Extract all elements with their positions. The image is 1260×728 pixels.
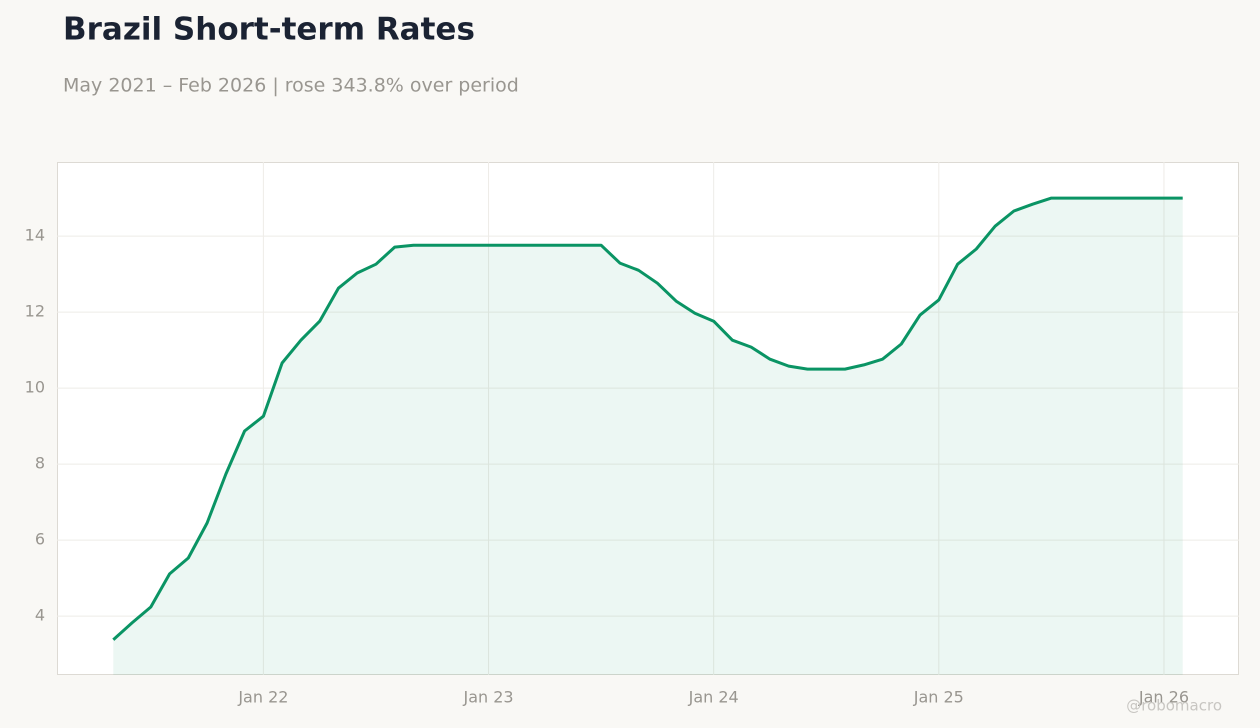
x-tick-label: Jan 23 bbox=[462, 688, 513, 707]
y-tick-label: 14 bbox=[25, 226, 45, 245]
x-tick-label: Jan 26 bbox=[1138, 688, 1189, 707]
y-tick-label: 6 bbox=[35, 530, 45, 549]
x-tick-label: Jan 25 bbox=[913, 688, 964, 707]
y-tick-label: 10 bbox=[25, 378, 45, 397]
chart-subtitle: May 2021 – Feb 2026 | rose 343.8% over p… bbox=[63, 75, 519, 97]
y-tick-label: 8 bbox=[35, 454, 45, 473]
y-tick-label: 4 bbox=[35, 606, 45, 625]
line bbox=[112, 196, 1183, 641]
watermark: @robomacro bbox=[1126, 697, 1222, 715]
area-fill bbox=[113, 198, 1183, 675]
y-tick-label: 12 bbox=[25, 302, 45, 321]
x-tick-label: Jan 22 bbox=[237, 688, 288, 707]
chart-title: Brazil Short-term Rates bbox=[63, 12, 475, 48]
x-tick-label: Jan 24 bbox=[688, 688, 739, 707]
plot-area bbox=[57, 162, 1239, 675]
